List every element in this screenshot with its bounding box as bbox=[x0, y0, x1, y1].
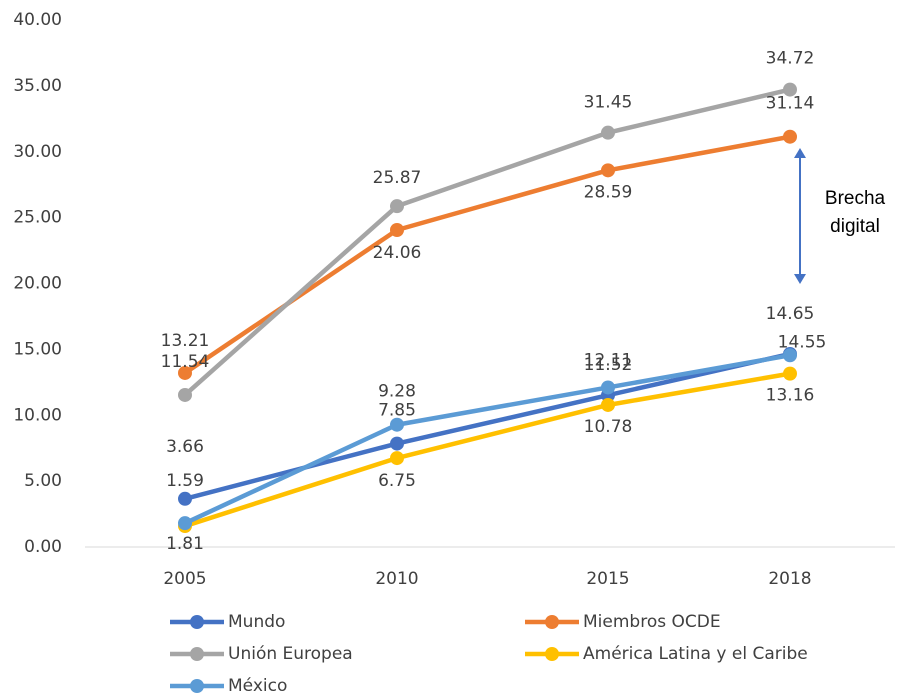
marker bbox=[601, 163, 615, 178]
marker bbox=[601, 380, 615, 395]
y-tick-label: 15.00 bbox=[13, 339, 62, 359]
marker bbox=[783, 129, 797, 144]
marker bbox=[390, 199, 404, 214]
x-tick-label: 2005 bbox=[163, 569, 206, 589]
legend-marker bbox=[190, 615, 204, 629]
marker bbox=[601, 397, 615, 412]
data-label: 25.87 bbox=[373, 168, 422, 188]
arrow-head bbox=[794, 274, 806, 284]
legend-label: Unión Europea bbox=[228, 644, 353, 664]
x-tick-label: 2015 bbox=[586, 569, 629, 589]
x-tick-label: 2018 bbox=[768, 569, 811, 589]
marker bbox=[178, 387, 192, 402]
data-label: 1.81 bbox=[166, 534, 204, 554]
data-label: 7.85 bbox=[378, 401, 416, 421]
data-label: 6.75 bbox=[378, 471, 416, 491]
data-label: 10.78 bbox=[584, 417, 633, 437]
y-tick-label: 0.00 bbox=[24, 537, 62, 557]
y-tick-label: 40.00 bbox=[13, 10, 62, 30]
data-label: 11.52 bbox=[584, 355, 633, 375]
marker bbox=[390, 223, 404, 238]
data-label: 34.72 bbox=[766, 49, 815, 69]
marker bbox=[783, 366, 797, 381]
data-label: 12.11 bbox=[584, 350, 633, 370]
data-label: 31.45 bbox=[584, 93, 633, 113]
marker bbox=[178, 491, 192, 506]
marker bbox=[390, 451, 404, 466]
y-tick-label: 5.00 bbox=[24, 471, 62, 491]
legend-marker bbox=[190, 647, 204, 661]
legend-label: Miembros OCDE bbox=[583, 612, 721, 632]
data-label: 13.16 bbox=[766, 386, 815, 406]
x-tick-label: 2010 bbox=[375, 569, 418, 589]
data-label: 13.21 bbox=[161, 331, 210, 351]
marker bbox=[178, 516, 192, 531]
data-label: 11.54 bbox=[161, 352, 210, 372]
annotation: Brecha digital bbox=[824, 188, 886, 237]
marker bbox=[390, 417, 404, 432]
data-label: 31.14 bbox=[766, 94, 815, 114]
legend-label: México bbox=[228, 676, 287, 693]
legend-marker bbox=[545, 647, 559, 661]
data-label: 28.59 bbox=[584, 182, 633, 202]
marker bbox=[783, 348, 797, 363]
data-label: 14.65 bbox=[766, 304, 815, 324]
marker bbox=[390, 436, 404, 451]
y-tick-label: 30.00 bbox=[13, 142, 62, 162]
y-tick-label: 35.00 bbox=[13, 76, 62, 96]
series-line bbox=[183, 134, 791, 375]
legend-marker bbox=[190, 679, 204, 693]
y-tick-label: 10.00 bbox=[13, 405, 62, 425]
legend-label: Mundo bbox=[228, 612, 285, 632]
data-label: 9.28 bbox=[378, 382, 416, 402]
marker bbox=[178, 365, 192, 380]
series-line bbox=[184, 353, 791, 526]
y-tick-label: 20.00 bbox=[13, 274, 62, 294]
marker bbox=[601, 125, 615, 140]
series-line bbox=[183, 87, 791, 397]
legend-label: América Latina y el Caribe bbox=[583, 644, 808, 664]
data-label: 3.66 bbox=[166, 437, 204, 457]
y-tick-label: 25.00 bbox=[13, 208, 62, 228]
data-label: 1.59 bbox=[166, 471, 204, 491]
data-label: 14.55 bbox=[778, 332, 827, 352]
series-line bbox=[184, 371, 791, 529]
series-line bbox=[184, 351, 791, 501]
marker bbox=[783, 82, 797, 97]
legend-marker bbox=[545, 615, 559, 629]
arrow-head bbox=[794, 148, 806, 158]
data-label: 24.06 bbox=[373, 243, 422, 263]
